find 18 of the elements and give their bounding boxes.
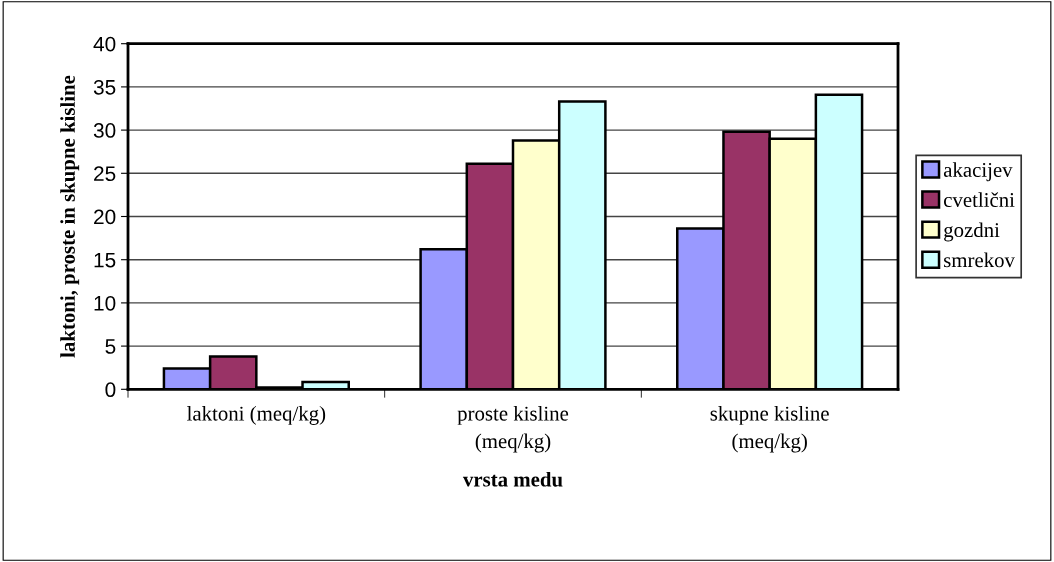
y-tick-label: 15 bbox=[94, 252, 116, 268]
y-tick-label: 20 bbox=[94, 209, 116, 225]
x-tick-label: laktoni (meq/kg) bbox=[187, 405, 326, 425]
y-tick-label: 0 bbox=[105, 382, 116, 398]
legend-label: smrekov bbox=[944, 252, 1015, 268]
legend-label: akacijev bbox=[943, 162, 1013, 182]
y-axis-title: laktoni, proste in skupne kisline bbox=[60, 75, 80, 358]
legend-label: gozdni bbox=[944, 222, 1000, 242]
x-axis-title: vrsta medu bbox=[462, 471, 563, 487]
y-tick-label: 35 bbox=[93, 79, 116, 95]
y-tick-label: 30 bbox=[93, 123, 116, 138]
y-tick-label: 40 bbox=[93, 36, 116, 52]
x-tick-label: skupne kisline (meq/kg) bbox=[710, 405, 829, 453]
y-tick-label: 5 bbox=[105, 339, 116, 354]
legend-label: cvetlični bbox=[943, 192, 1015, 208]
y-tick-label: 25 bbox=[94, 166, 116, 182]
x-tick-label: proste kisline (meq/kg) bbox=[457, 405, 569, 453]
y-tick-label: 10 bbox=[94, 295, 116, 311]
